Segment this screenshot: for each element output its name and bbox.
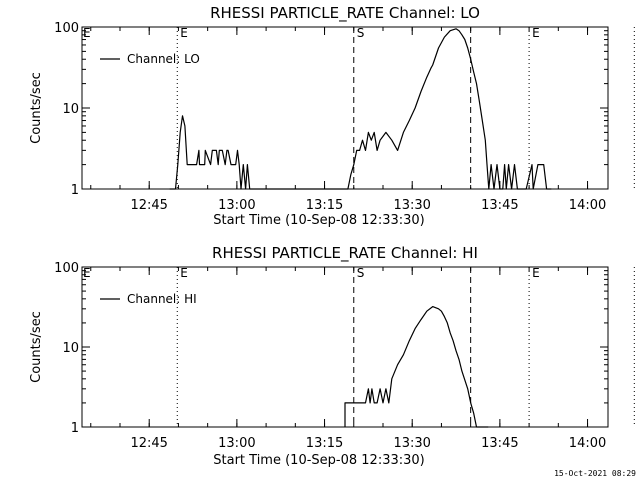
y-axis-label: Counts/sec — [29, 72, 44, 144]
event-marker-label: E — [532, 266, 540, 280]
event-marker-label: E — [180, 26, 188, 40]
x-tick-label: 13:15 — [306, 198, 343, 213]
x-tick-label: 12:45 — [130, 198, 167, 213]
y-axis-label: Counts/sec — [29, 311, 44, 383]
y-tick-label: 100 — [54, 261, 79, 276]
series-line-channel-lo — [169, 28, 552, 190]
legend-label: Channel: LO — [127, 52, 200, 66]
y-tick-label: 1 — [71, 421, 79, 436]
y-tick-label: 10 — [62, 102, 79, 117]
y-tick-label: 1 — [71, 183, 79, 198]
x-axis-label: Start Time (10-Sep-08 12:33:30) — [213, 453, 424, 468]
x-tick-label: 14:00 — [569, 436, 606, 451]
event-marker-label: E — [532, 26, 540, 40]
edge-marker-label: E — [83, 26, 91, 40]
legend-label: Channel: HI — [127, 292, 197, 306]
x-tick-label: 12:45 — [130, 436, 167, 451]
x-tick-label: 13:00 — [218, 436, 255, 451]
edge-marker-label: E — [83, 266, 91, 280]
x-tick-label: 13:45 — [481, 436, 518, 451]
x-tick-label: 13:30 — [393, 436, 430, 451]
chart-title: RHESSI PARTICLE_RATE Channel: HI — [212, 244, 478, 263]
x-tick-label: 13:00 — [218, 198, 255, 213]
x-axis-label: Start Time (10-Sep-08 12:33:30) — [213, 213, 424, 228]
y-tick-label: 100 — [54, 21, 79, 36]
y-tick-label: 10 — [62, 341, 79, 356]
event-marker-label: S — [357, 26, 365, 40]
x-tick-label: 14:00 — [569, 198, 606, 213]
x-tick-label: 13:15 — [306, 436, 343, 451]
chart-title: RHESSI PARTICLE_RATE Channel: LO — [210, 4, 480, 23]
event-marker-label: E — [180, 266, 188, 280]
x-tick-label: 13:45 — [481, 198, 518, 213]
footer-timestamp: 15-Oct-2021 08:29 — [554, 469, 636, 478]
series-line-channel-hi — [344, 306, 489, 428]
event-marker-label: S — [357, 266, 365, 280]
x-tick-label: 13:30 — [393, 198, 430, 213]
